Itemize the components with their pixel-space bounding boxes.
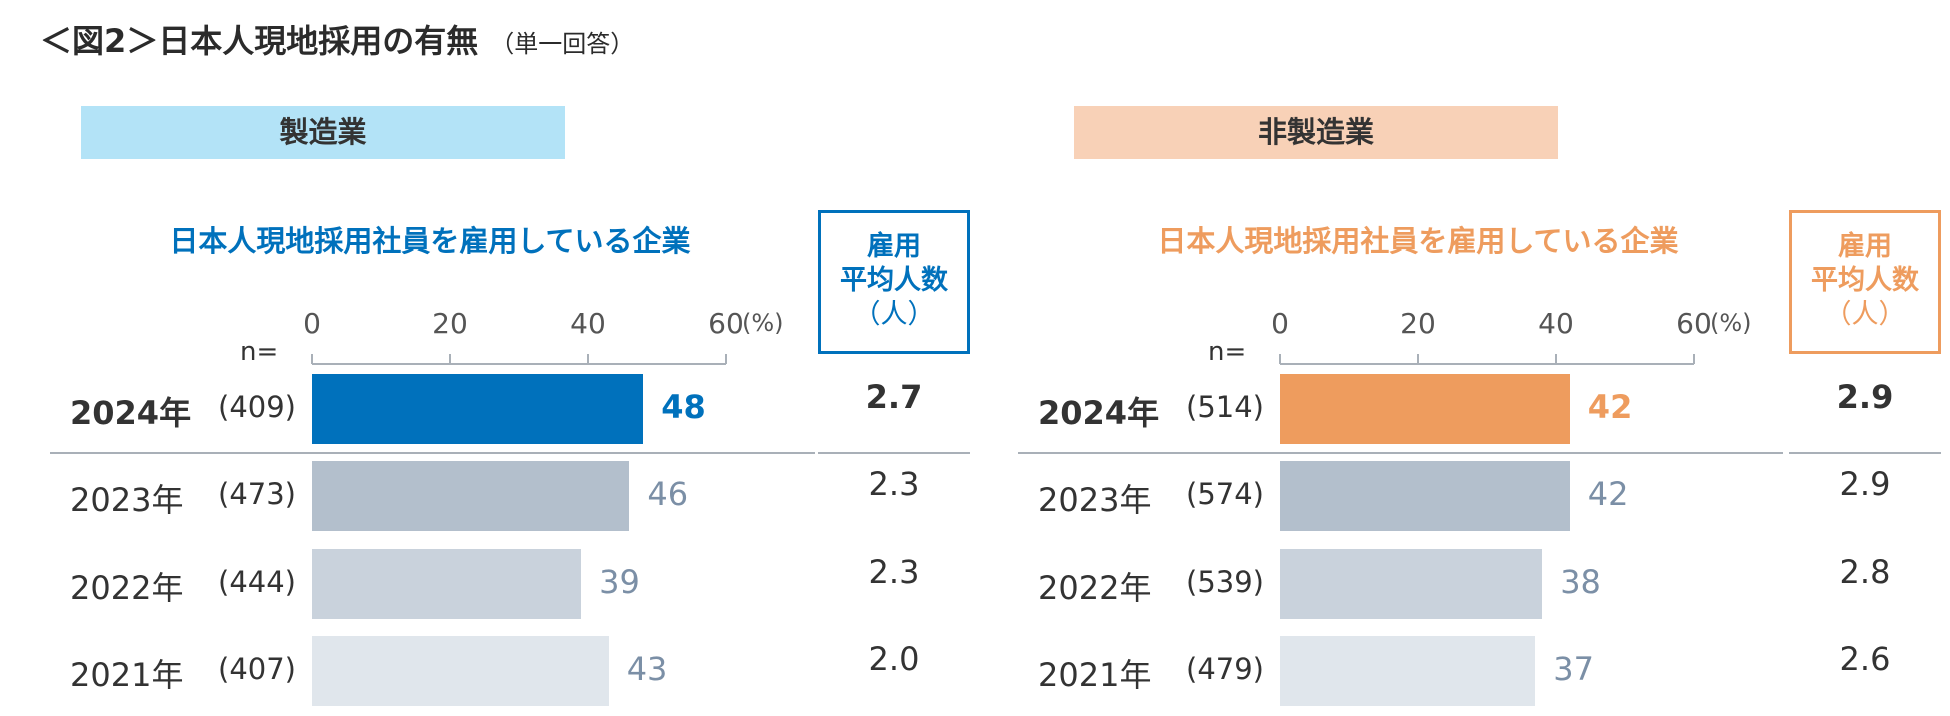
x-tick-label: 60: [1676, 307, 1712, 340]
row-avg-employees: 2.3: [868, 553, 920, 591]
avg-separator: [1789, 452, 1941, 454]
figure-title: ＜図2＞日本人現地採用の有無 （単一回答）: [40, 16, 634, 62]
row-avg-employees: 2.9: [1836, 378, 1894, 416]
row-year-label: 2022年: [70, 569, 184, 607]
row-year-label: 2024年: [70, 394, 192, 432]
row-sample-size: (514): [1186, 390, 1264, 424]
row-sample-size: (407): [218, 652, 296, 686]
sector-banner: 製造業: [81, 106, 565, 159]
row-year-label: 2021年: [70, 656, 184, 694]
avg-header-line1: 雇用: [867, 231, 921, 262]
row-avg-employees: 2.9: [1839, 465, 1891, 503]
chart-panel-manufacturing: 製造業 日本人現地採用社員を雇用している企業 雇用 平均人数 （人） n= (%…: [50, 106, 970, 706]
row-avg-employees: 2.3: [868, 465, 920, 503]
row-sample-size: (479): [1186, 652, 1264, 686]
percent-unit: (%): [742, 309, 784, 337]
percent-unit: (%): [1710, 309, 1752, 337]
x-tick-label: 0: [303, 307, 321, 340]
figure-title-main: ＜図2＞日本人現地採用の有無: [40, 22, 479, 60]
chart-panel-non-manufacturing: 非製造業 日本人現地採用社員を雇用している企業 雇用 平均人数 （人） n= (…: [968, 0, 1943, 716]
avg-header-line2: 平均人数: [840, 265, 948, 296]
x-axis: 0 20 40 60: [303, 307, 744, 365]
figure-title-note: （単一回答）: [490, 30, 635, 58]
bar-2024年: [312, 374, 644, 444]
chart-subtitle: 日本人現地採用社員を雇用している企業: [169, 224, 691, 258]
row-sample-size: (444): [218, 565, 296, 599]
row-sample-size: (539): [1186, 565, 1264, 599]
avg-header-unit: （人）: [1824, 299, 1906, 330]
row-sample-size: (409): [218, 390, 296, 424]
x-tick-label: 40: [1538, 307, 1574, 340]
bar-value-label: 38: [1560, 563, 1601, 601]
row-sample-size: (473): [218, 477, 296, 511]
chart-subtitle: 日本人現地採用社員を雇用している企業: [1157, 224, 1679, 258]
x-tick-label: 0: [1271, 307, 1289, 340]
row-avg-employees: 2.0: [868, 640, 920, 678]
avg-header-unit: （人）: [853, 299, 935, 330]
bar-2022年: [1280, 549, 1543, 619]
bar-value-label: 42: [1587, 388, 1633, 426]
avg-header-line2: 平均人数: [1811, 265, 1919, 296]
sector-banner: 非製造業: [1074, 106, 1558, 159]
n-label: n=: [1208, 337, 1247, 367]
bar-value-label: 42: [1587, 475, 1629, 513]
x-axis: 0 20 40 60: [1271, 307, 1712, 365]
row-year-label: 2021年: [1038, 656, 1152, 694]
x-tick-label: 40: [570, 307, 606, 340]
avg-header-line1: 雇用: [1838, 231, 1892, 262]
bar-2023年: [1280, 461, 1570, 531]
bar-2021年: [312, 636, 609, 706]
x-tick-label: 20: [1400, 307, 1436, 340]
bar-value-label: 37: [1553, 650, 1595, 688]
bar-2024年: [1280, 374, 1570, 444]
bar-value-label: 43: [626, 650, 668, 688]
row-avg-employees: 2.8: [1839, 553, 1891, 591]
avg-header-box: 雇用 平均人数 （人）: [818, 210, 970, 354]
bar-value-label: 39: [599, 563, 640, 601]
x-tick-label: 20: [432, 307, 468, 340]
bar-2023年: [312, 461, 630, 531]
avg-separator: [818, 452, 970, 454]
row-avg-employees: 2.7: [865, 378, 923, 416]
row-avg-employees: 2.6: [1839, 640, 1891, 678]
row-separator: [1018, 452, 1783, 454]
n-label: n=: [240, 337, 279, 367]
row-separator: [50, 452, 815, 454]
row-year-label: 2023年: [1038, 481, 1152, 519]
row-sample-size: (574): [1186, 477, 1264, 511]
x-tick-label: 60: [708, 307, 744, 340]
bar-2022年: [312, 549, 582, 619]
bar-2021年: [1280, 636, 1536, 706]
row-year-label: 2022年: [1038, 569, 1152, 607]
row-year-label: 2023年: [70, 481, 184, 519]
avg-header-box: 雇用 平均人数 （人）: [1789, 210, 1941, 354]
row-year-label: 2024年: [1038, 394, 1160, 432]
bar-value-label: 48: [661, 388, 706, 426]
bar-value-label: 46: [647, 475, 689, 513]
